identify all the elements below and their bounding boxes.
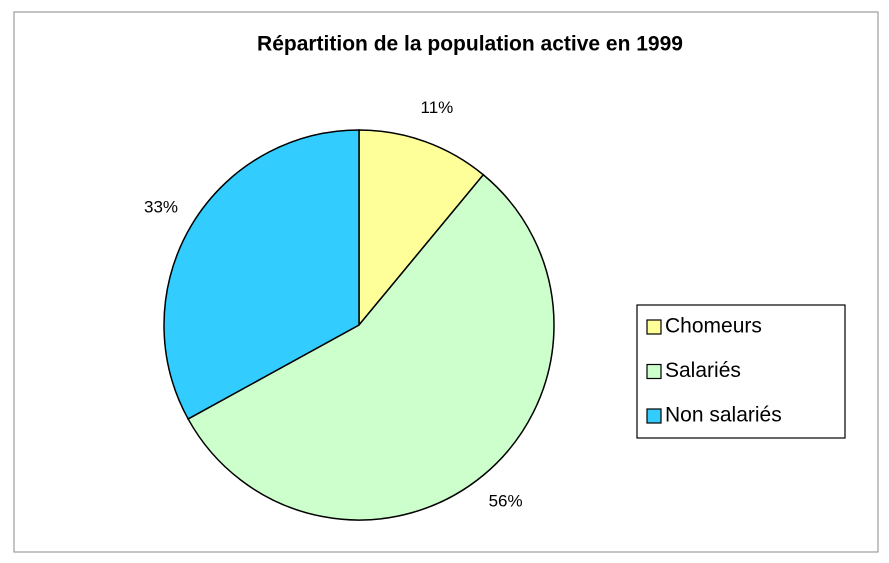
pie-slice bbox=[163, 129, 360, 420]
legend-swatch bbox=[646, 319, 662, 335]
data-label: 33% bbox=[144, 197, 178, 216]
legend-label: Chomeurs bbox=[665, 315, 762, 338]
legend-label: Non salariés bbox=[665, 404, 782, 427]
legend-box bbox=[636, 304, 846, 439]
chart-title: Répartition de la population active en 1… bbox=[257, 33, 683, 56]
legend-swatch bbox=[646, 363, 662, 380]
legend-label: Salariés bbox=[665, 359, 741, 382]
pie-slice bbox=[358, 129, 485, 328]
legend-swatch bbox=[646, 408, 662, 424]
data-label: 56% bbox=[489, 492, 523, 511]
data-label: 11% bbox=[421, 98, 454, 117]
pie-slice bbox=[187, 173, 555, 521]
